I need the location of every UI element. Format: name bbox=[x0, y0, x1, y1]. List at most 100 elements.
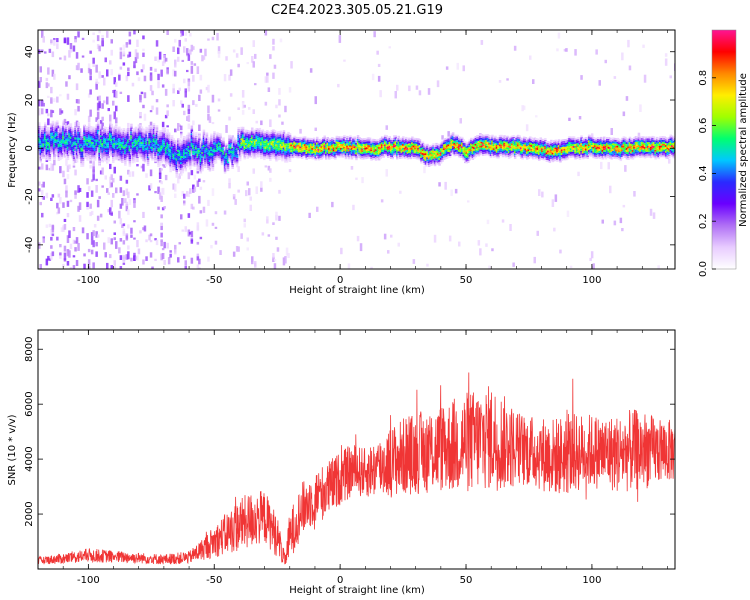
spectrogram-cell bbox=[352, 146, 355, 149]
spectrogram-cell bbox=[134, 155, 138, 158]
spectrogram-cell bbox=[225, 143, 228, 146]
spectrogram-cell bbox=[225, 164, 228, 167]
spectrogram-cell bbox=[448, 235, 452, 242]
spectrogram-cell bbox=[216, 132, 219, 135]
spectrogram-cell bbox=[439, 142, 443, 145]
spectrogram-cell bbox=[290, 146, 293, 149]
spectrogram-cells bbox=[38, 30, 675, 269]
spectrogram-cell bbox=[338, 149, 342, 152]
spectrogram-cell bbox=[166, 140, 169, 143]
spectrogram-cell bbox=[353, 136, 357, 139]
spectrogram-cell bbox=[359, 138, 363, 140]
spectrogram-cell bbox=[107, 108, 110, 112]
spectrogram-cell bbox=[172, 138, 175, 140]
spectrogram-cell bbox=[249, 144, 252, 146]
spectrogram-cell bbox=[192, 131, 195, 134]
spectrogram-cell bbox=[222, 152, 225, 155]
spectrogram-cell bbox=[237, 107, 240, 110]
spectrogram-cell bbox=[60, 147, 64, 149]
spectrogram-cell bbox=[38, 151, 41, 153]
spectrogram-cell bbox=[464, 157, 467, 164]
spectrogram-cell bbox=[319, 142, 322, 145]
spectrogram-cell bbox=[164, 153, 168, 155]
spectrogram-cell bbox=[305, 146, 308, 149]
spectrogram-cell bbox=[104, 252, 107, 258]
spectrogram-cell bbox=[459, 150, 462, 153]
spectrogram-cell bbox=[128, 151, 132, 154]
spectrogram-cell bbox=[142, 35, 145, 40]
spectrogram-cell bbox=[251, 256, 254, 265]
spectrogram-cell bbox=[83, 140, 86, 142]
spectrogram-cell bbox=[448, 152, 452, 155]
spectrogram-cell bbox=[119, 266, 123, 269]
spectrogram-cell bbox=[255, 135, 258, 138]
spectrogram-cell bbox=[414, 145, 417, 148]
spectrogram-cell bbox=[385, 135, 388, 138]
spectrogram-cell bbox=[175, 160, 178, 163]
spectrogram-cell bbox=[54, 125, 58, 128]
spectrogram-cell bbox=[83, 134, 86, 137]
spectrogram-cell bbox=[337, 142, 340, 144]
spectrogram-cell bbox=[205, 219, 209, 227]
spectrogram-cell bbox=[167, 134, 171, 137]
spectrogram-cell bbox=[54, 131, 58, 134]
spectrogram-cell bbox=[424, 149, 428, 152]
spectrogram-cell bbox=[193, 186, 197, 192]
spectrogram-cell bbox=[406, 155, 410, 158]
spectrogram-cell bbox=[75, 65, 79, 71]
spectrogram-cell bbox=[459, 118, 462, 124]
spectrogram-cell bbox=[166, 110, 169, 117]
spectrogram-cell bbox=[287, 137, 290, 140]
spectrogram-cell bbox=[145, 153, 148, 156]
spectrogram-cell bbox=[331, 154, 334, 157]
spectrogram-cell bbox=[155, 150, 159, 153]
spectrogram-cell bbox=[260, 149, 263, 152]
spectrogram-cell bbox=[302, 140, 305, 143]
spectrogram-cell bbox=[51, 110, 55, 113]
spectrogram-cell bbox=[41, 129, 44, 132]
spectrogram-cell bbox=[346, 149, 349, 152]
spectrogram-cell bbox=[180, 148, 183, 151]
spectrogram-cell bbox=[231, 167, 234, 169]
spectrogram-cell bbox=[241, 136, 245, 139]
spectrogram-cell bbox=[74, 190, 77, 195]
spectrogram-cell bbox=[124, 144, 127, 147]
spectrogram-cell bbox=[251, 143, 254, 145]
spectrogram-cell bbox=[142, 48, 145, 52]
spectrogram-cell bbox=[166, 144, 169, 147]
spectrogram-cell bbox=[238, 157, 242, 160]
spectrogram-cell bbox=[158, 149, 162, 152]
spectrogram-cell bbox=[163, 143, 166, 145]
spectrogram-cell bbox=[240, 126, 243, 129]
spectrogram-cell bbox=[454, 153, 458, 156]
spectrogram-cell bbox=[118, 149, 121, 152]
spectrogram-cell bbox=[151, 158, 154, 161]
spectrogram-cell bbox=[458, 147, 461, 150]
spectrogram-cell bbox=[47, 118, 50, 126]
spectrogram-cell bbox=[180, 150, 183, 153]
spectrogram-cell bbox=[462, 65, 465, 72]
spectrogram-cell bbox=[86, 153, 89, 155]
spectrogram-cell bbox=[116, 147, 120, 149]
spectrogram-cell bbox=[278, 138, 281, 141]
spectrogram-cell bbox=[92, 142, 95, 144]
spectrogram-cell bbox=[432, 152, 435, 155]
spectrogram-cell bbox=[456, 142, 459, 145]
spectrogram-cell bbox=[207, 139, 210, 141]
spectrogram-cell bbox=[161, 143, 165, 146]
spectrogram-cell bbox=[110, 238, 113, 245]
spectrogram-cell bbox=[112, 153, 115, 156]
spectrogram-cell bbox=[273, 134, 277, 136]
spectrogram-cell bbox=[137, 141, 141, 144]
spectrogram-cell bbox=[361, 142, 364, 145]
spectrogram-cell bbox=[430, 146, 434, 149]
spectrogram-cell bbox=[190, 135, 194, 137]
spectrogram-cell bbox=[134, 128, 138, 131]
spectrogram-cell bbox=[396, 153, 399, 156]
spectrogram-cell bbox=[131, 171, 135, 177]
spectrogram-cell bbox=[183, 141, 186, 144]
spectrogram-cell bbox=[71, 150, 74, 153]
spectrogram-cell bbox=[63, 146, 67, 148]
spectrogram-cell bbox=[131, 136, 135, 139]
spectrogram-cell bbox=[143, 158, 147, 161]
